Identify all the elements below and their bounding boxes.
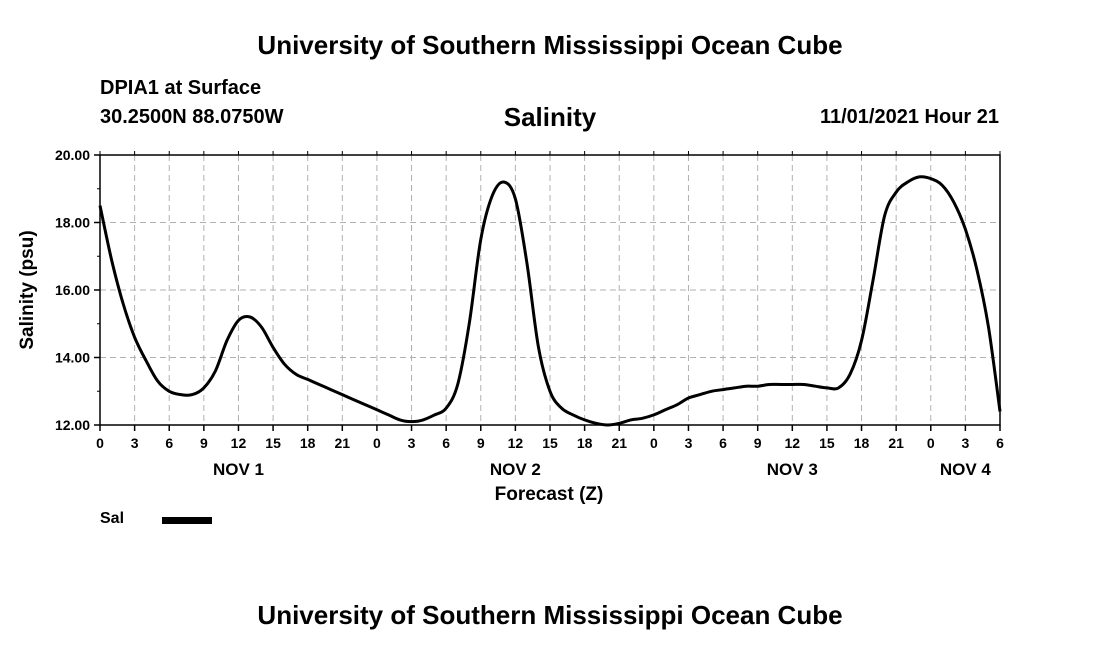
x-tick-label: 15 — [542, 435, 558, 451]
x-tick-label: 6 — [442, 435, 450, 451]
date-label: NOV 1 — [213, 460, 264, 479]
y-axis: 12.00 14.00 16.00 18.00 20.00 — [55, 147, 100, 433]
legend-label: Sal — [100, 510, 125, 527]
x-tick-label: 3 — [685, 435, 693, 451]
x-tick-label: 0 — [373, 435, 381, 451]
x-tick-label: 9 — [477, 435, 485, 451]
page-title: University of Southern Mississippi Ocean… — [257, 30, 843, 60]
x-tick-label: 0 — [96, 435, 104, 451]
x-tick-label: 3 — [131, 435, 139, 451]
legend-swatch — [162, 517, 212, 524]
y-tick-label: 14.00 — [55, 350, 90, 366]
y-tick-label: 18.00 — [55, 215, 90, 231]
x-tick-label: 12 — [231, 435, 247, 451]
y-tick-label: 12.00 — [55, 417, 90, 433]
x-tick-label: 6 — [719, 435, 727, 451]
x-axis-label: Forecast (Z) — [495, 484, 604, 505]
station-label: DPIA1 at Surface — [100, 77, 262, 99]
x-tick-label: 9 — [200, 435, 208, 451]
x-tick-label: 6 — [165, 435, 173, 451]
date-label: NOV 2 — [490, 460, 541, 479]
x-tick-label: 3 — [961, 435, 969, 451]
x-tick-label: 21 — [888, 435, 904, 451]
x-axis: 0 3 6 9 12 15 18 21 0 3 6 9 12 15 18 21 0 3 6 9 12 15 18 21 0 3 6N… — [96, 151, 1004, 479]
series-line-sal — [98, 175, 1002, 427]
x-tick-label: 21 — [611, 435, 627, 451]
x-tick-label: 12 — [508, 435, 524, 451]
x-tick-label: 18 — [577, 435, 593, 451]
x-tick-label: 15 — [265, 435, 281, 451]
station-coordinates: 30.2500N 88.0750W — [100, 106, 284, 128]
x-tick-label: 0 — [927, 435, 935, 451]
series-layer — [98, 175, 1002, 427]
x-tick-label: 12 — [785, 435, 801, 451]
x-tick-label: 18 — [854, 435, 870, 451]
x-tick-label: 0 — [650, 435, 658, 451]
x-tick-label: 6 — [996, 435, 1004, 451]
forecast-datetime: 11/01/2021 Hour 21 — [819, 106, 999, 128]
x-tick-label: 15 — [819, 435, 835, 451]
x-tick-label: 18 — [300, 435, 316, 451]
grid — [100, 154, 1000, 426]
date-label: NOV 3 — [767, 460, 818, 479]
footer-title: University of Southern Mississippi Ocean… — [257, 600, 843, 630]
y-tick-label: 16.00 — [55, 282, 90, 298]
x-tick-label: 3 — [408, 435, 416, 451]
x-tick-label: 9 — [754, 435, 762, 451]
chart-title: Salinity — [503, 102, 597, 132]
x-tick-label: 21 — [335, 435, 351, 451]
date-label: NOV 4 — [940, 460, 992, 479]
y-tick-label: 20.00 — [55, 147, 90, 163]
y-axis-label: Salinity (psu) — [17, 230, 38, 349]
